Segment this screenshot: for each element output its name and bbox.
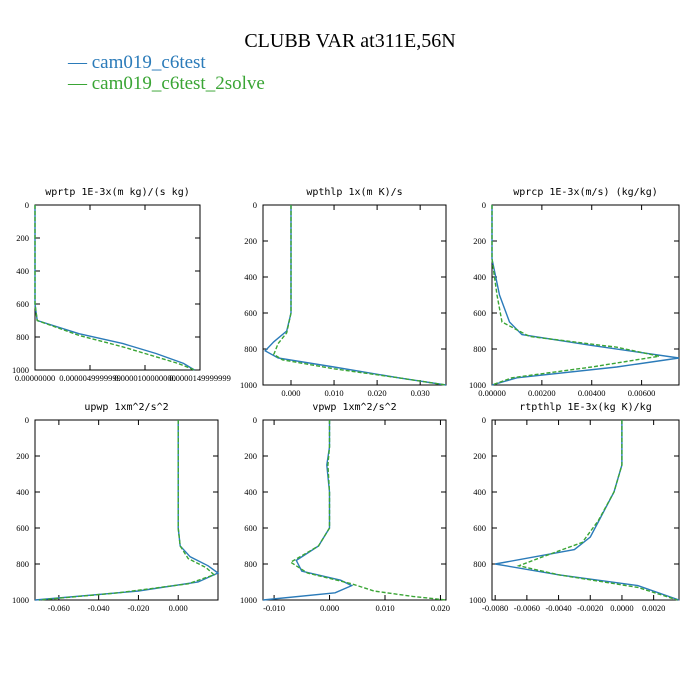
y-tick-label: 200 bbox=[244, 236, 257, 246]
y-tick-label: 800 bbox=[244, 344, 257, 354]
y-tick-label: 400 bbox=[16, 487, 29, 497]
x-tick-label: 0.0020 bbox=[642, 603, 665, 613]
x-tick-label: 0.00600 bbox=[628, 388, 656, 398]
y-tick-label: 400 bbox=[473, 487, 486, 497]
x-tick-label: 0.020 bbox=[431, 603, 450, 613]
y-tick-label: 0 bbox=[25, 200, 29, 210]
panel-4: upwp 1xm^2/s^2 0 200 400 600 800 1000 -0.060 -0.… bbox=[12, 402, 220, 613]
y-tick-label: 800 bbox=[244, 559, 257, 569]
panel-5: vpwp 1xm^2/s^2 0 200 400 600 800 1000 -0.010 0.0… bbox=[240, 402, 450, 613]
x-tick-label: 0.0000 bbox=[610, 603, 633, 613]
y-tick-label: 600 bbox=[16, 299, 29, 309]
x-tick-label: 0.00200 bbox=[528, 388, 556, 398]
x-tick-label: 0.00000000 bbox=[15, 373, 55, 383]
y-tick-label: 800 bbox=[16, 332, 29, 342]
series-line-cam019-c6test bbox=[495, 420, 680, 601]
panel-title: upwp 1xm^2/s^2 bbox=[84, 402, 168, 413]
panel-title: vpwp 1xm^2/s^2 bbox=[312, 402, 396, 413]
plot-frame bbox=[262, 419, 447, 601]
x-tick-label: -0.040 bbox=[88, 603, 110, 613]
y-tick-label: 800 bbox=[473, 344, 486, 354]
y-tick-label: 0 bbox=[253, 415, 257, 425]
legend-entry-cam019-c6test: — cam019_c6test bbox=[68, 52, 206, 73]
plot-frame bbox=[262, 204, 447, 386]
panel-title: rtpthlp 1E-3x(kg K)/kg bbox=[519, 402, 651, 413]
panel-6: rtpthlp 1E-3x(kg K)/kg02004006008001000-… bbox=[469, 402, 680, 613]
y-tick-label: 200 bbox=[473, 236, 486, 246]
x-tick-label: 0.030 bbox=[411, 388, 430, 398]
y-tick-label: 0 bbox=[25, 415, 29, 425]
series-line-cam019-c6test-2solve bbox=[516, 420, 678, 601]
y-tick-label: 200 bbox=[244, 451, 257, 461]
x-tick-label: 0.020 bbox=[368, 388, 387, 398]
x-tick-label: -0.0080 bbox=[482, 603, 508, 613]
x-tick-label: 0.0000049999999 bbox=[59, 373, 121, 383]
y-tick-label: 400 bbox=[244, 272, 257, 282]
x-tick-label: -0.0040 bbox=[545, 603, 571, 613]
x-tick-label: 0.0000100000000 bbox=[114, 373, 176, 383]
y-tick-label: 1000 bbox=[469, 595, 486, 605]
x-tick-label: 0.000 bbox=[169, 603, 188, 613]
series-line-cam019-c6test-2solve bbox=[289, 420, 447, 601]
x-tick-label: 0.000 bbox=[281, 388, 300, 398]
y-tick-label: 0 bbox=[253, 200, 257, 210]
y-tick-label: 200 bbox=[473, 451, 486, 461]
x-tick-label: -0.0020 bbox=[577, 603, 603, 613]
plot-frame bbox=[34, 419, 219, 601]
x-tick-label: 0.010 bbox=[375, 603, 394, 613]
x-tick-label: -0.0060 bbox=[514, 603, 540, 613]
page-title: CLUBB VAR at311E,56N bbox=[244, 30, 456, 52]
y-tick-label: 800 bbox=[473, 559, 486, 569]
panel-title: wprtp 1E-3x(m kg)/(s kg) bbox=[45, 187, 190, 198]
y-tick-label: 1000 bbox=[240, 380, 257, 390]
y-tick-label: 200 bbox=[16, 233, 29, 243]
y-tick-label: 400 bbox=[16, 266, 29, 276]
y-tick-label: 0 bbox=[482, 200, 486, 210]
plot-frame bbox=[491, 204, 680, 386]
y-tick-label: 600 bbox=[473, 523, 486, 533]
y-tick-label: 1000 bbox=[12, 365, 29, 375]
y-tick-label: 200 bbox=[16, 451, 29, 461]
x-tick-label: 0.00400 bbox=[578, 388, 606, 398]
y-tick-label: 1000 bbox=[469, 380, 486, 390]
panel-title: wpthlp 1x(m K)/s bbox=[306, 187, 402, 198]
x-tick-label: -0.020 bbox=[127, 603, 149, 613]
series-line-cam019-c6test bbox=[34, 205, 195, 371]
series-line-cam019-c6test-2solve bbox=[491, 205, 660, 386]
y-tick-label: 600 bbox=[16, 523, 29, 533]
panel-1: wprtp 1E-3x(m kg)/(s kg) 0 200 400 600 800 100… bbox=[12, 187, 231, 383]
series-line-cam019-c6test-2solve bbox=[272, 205, 447, 386]
y-tick-label: 1000 bbox=[240, 595, 257, 605]
x-tick-label: 0.000 bbox=[320, 603, 339, 613]
y-tick-label: 600 bbox=[473, 308, 486, 318]
y-tick-label: 1000 bbox=[12, 595, 29, 605]
series-line-cam019-c6test-2solve bbox=[34, 205, 195, 371]
y-tick-label: 800 bbox=[16, 559, 29, 569]
y-tick-label: 600 bbox=[244, 308, 257, 318]
x-tick-label: -0.010 bbox=[263, 603, 285, 613]
series-line-cam019-c6test bbox=[34, 420, 220, 601]
series-line-cam019-c6test bbox=[264, 205, 447, 386]
x-tick-label: 0.00000 bbox=[478, 388, 506, 398]
panel-title: wprcp 1E-3x(m/s) (kg/kg) bbox=[513, 187, 658, 198]
x-tick-label: 0.010 bbox=[324, 388, 343, 398]
legend-entry-cam019-c6test-2solve: — cam019_c6test_2solve bbox=[68, 73, 265, 94]
x-tick-label: 0.0000149999999 bbox=[169, 373, 231, 383]
y-tick-label: 400 bbox=[244, 487, 257, 497]
y-tick-label: 400 bbox=[473, 272, 486, 282]
y-tick-label: 600 bbox=[244, 523, 257, 533]
series-line-cam019-c6test-2solve bbox=[38, 420, 216, 601]
y-tick-label: 0 bbox=[482, 415, 486, 425]
series-line-cam019-c6test bbox=[262, 420, 354, 601]
panel-3: wprcp 1E-3x(m/s) (kg/kg) 0 200 400 600 800 100… bbox=[469, 187, 680, 398]
plot-frame bbox=[491, 419, 680, 601]
panel-2: wpthlp 1x(m K)/s 0 200 400 600 800 1000 0.000 0.… bbox=[240, 187, 447, 398]
x-tick-label: -0.060 bbox=[48, 603, 70, 613]
